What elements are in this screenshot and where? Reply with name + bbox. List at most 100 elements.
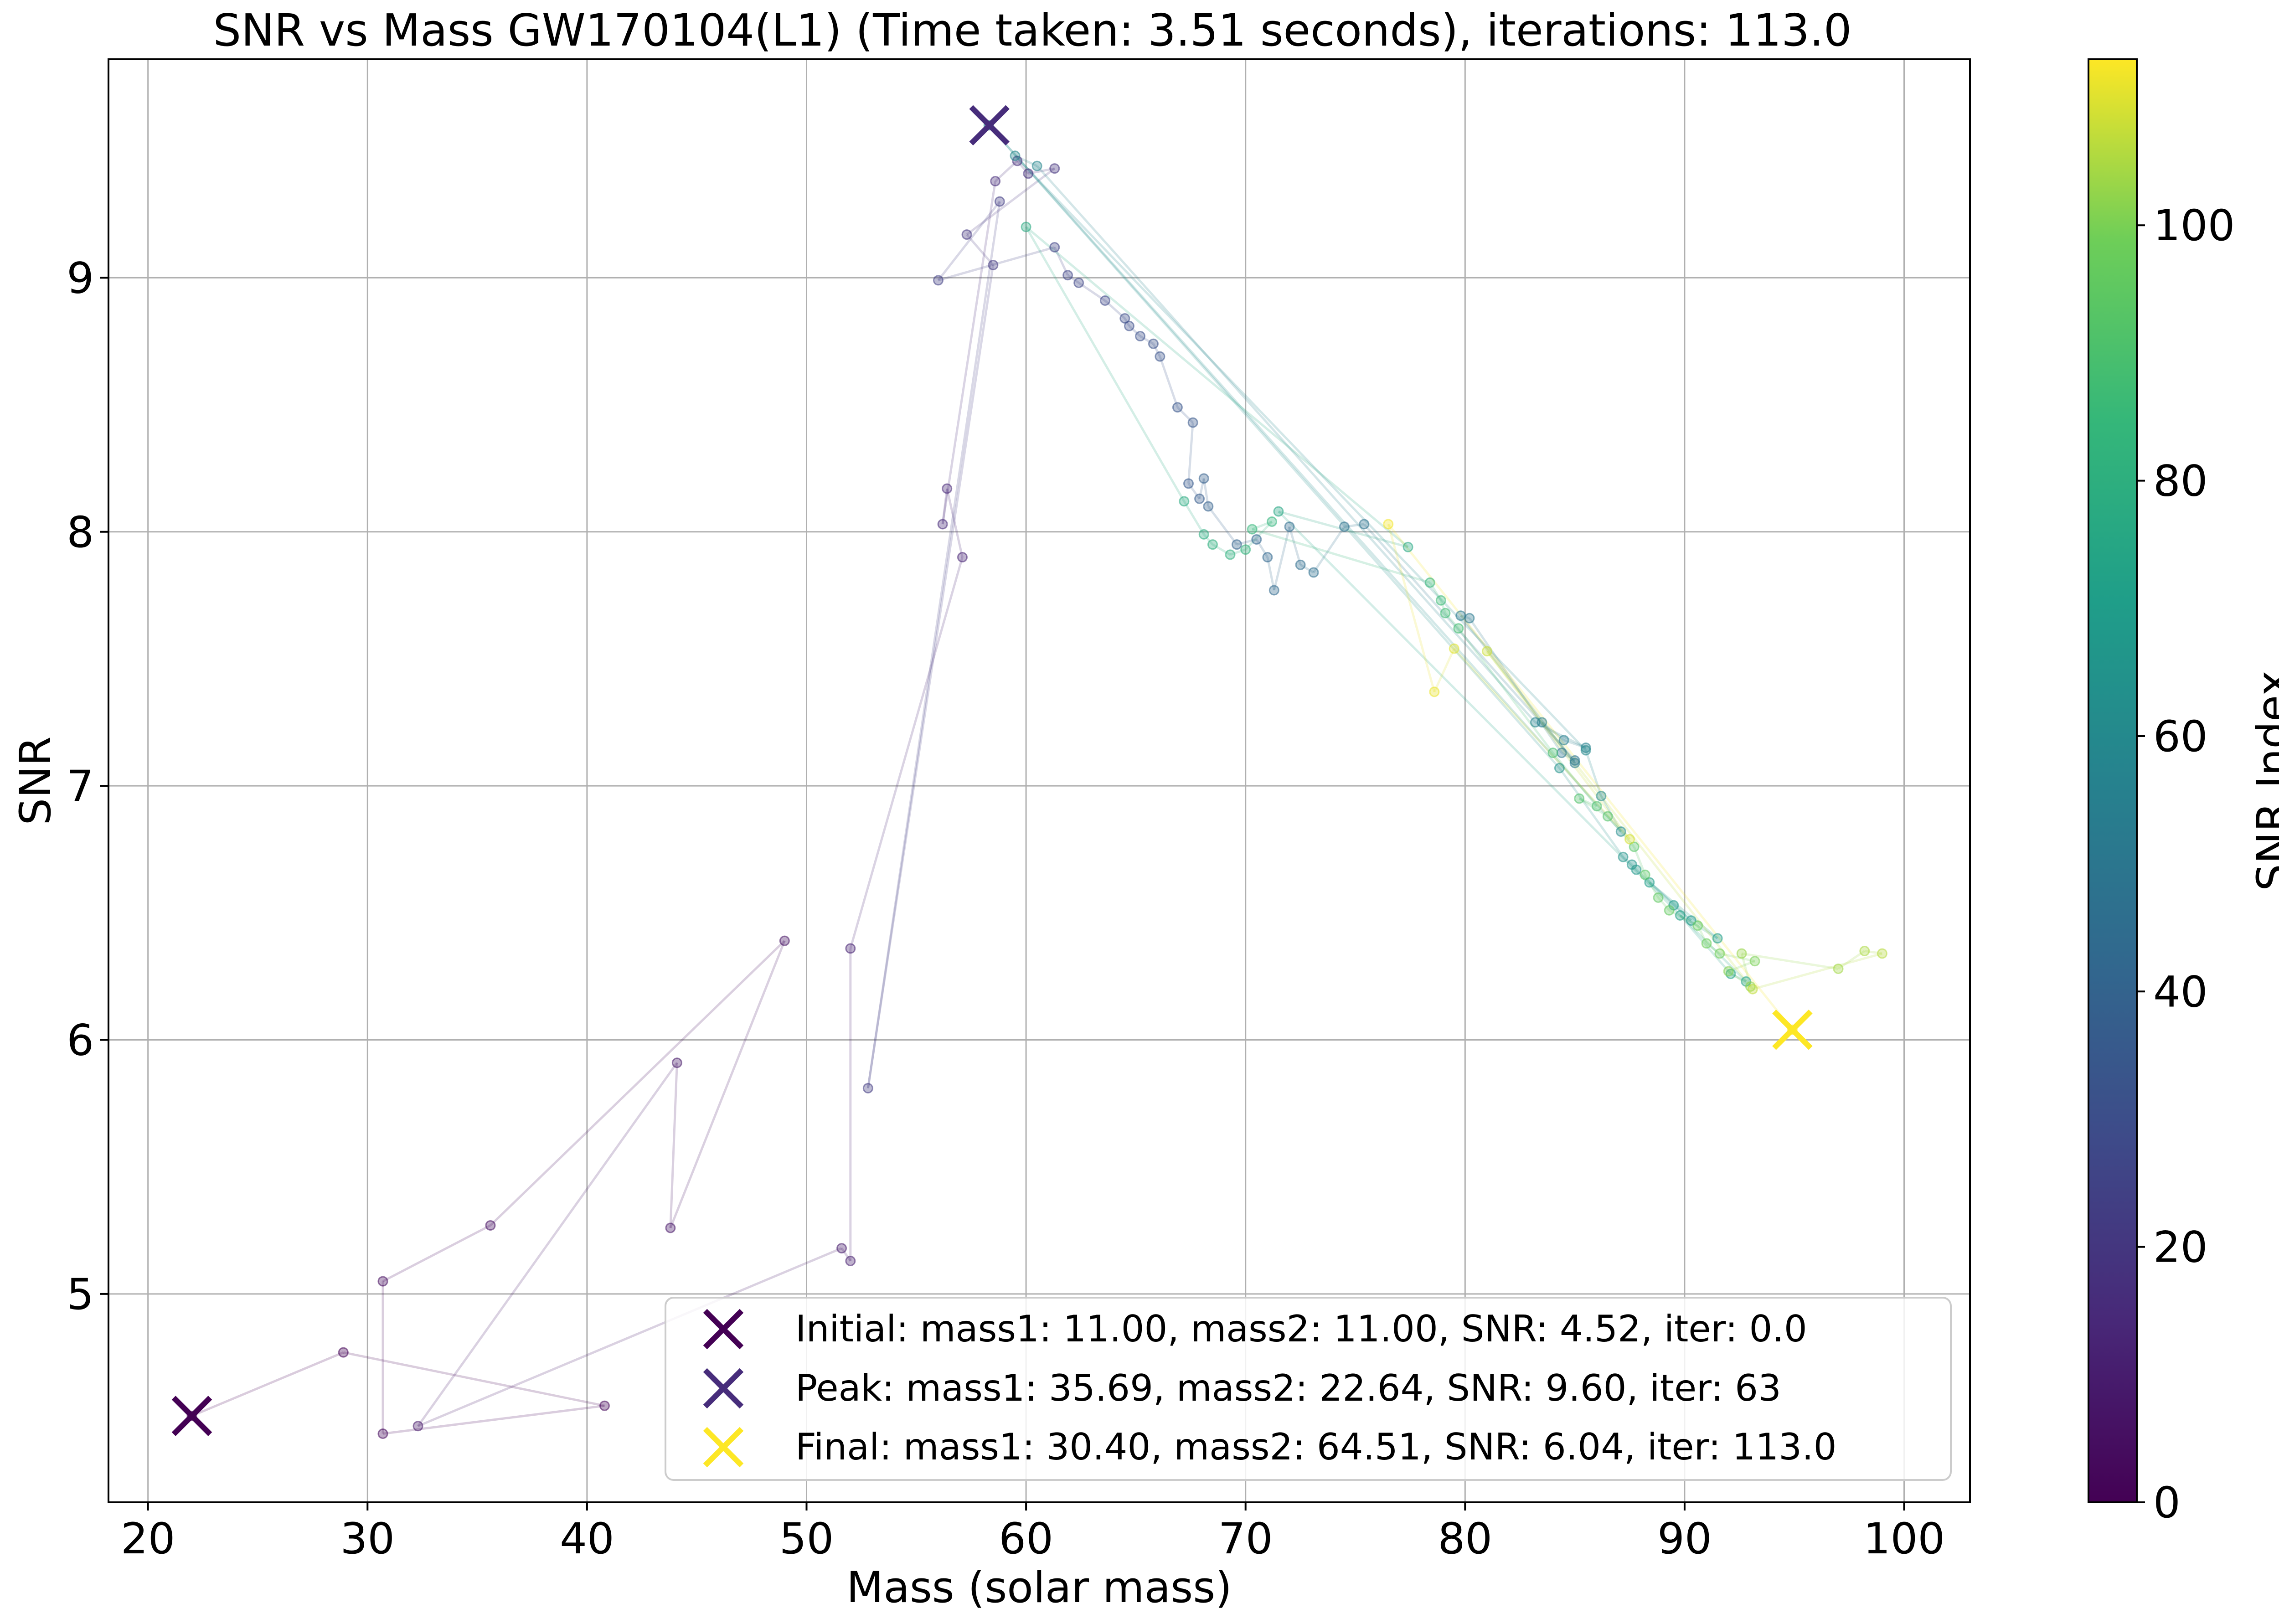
x-tick-label: 50 [779,1514,834,1564]
search-point [413,1422,423,1431]
path-segment [490,941,784,1225]
initial-marker [174,1397,210,1434]
legend-entry-final: Final: mass1: 30.40, mass2: 64.51, SNR: … [795,1426,1837,1468]
colorbar-ticks: 020406080100 [2137,201,2235,1528]
y-tick-label: 5 [67,1270,94,1320]
path-segment [1487,651,1629,839]
search-point [1032,161,1042,170]
search-point [1199,474,1208,483]
y-tick-label: 8 [67,508,94,557]
path-segment [851,557,963,948]
search-point [991,177,1000,186]
search-point [1268,517,1277,526]
search-point [1555,763,1564,773]
search-point [1063,271,1072,280]
search-point [1441,608,1450,618]
search-point [1482,647,1491,656]
search-point [1285,522,1294,531]
x-tick-label: 100 [1863,1514,1945,1564]
search-point [1204,502,1213,511]
peak-marker [971,107,1008,144]
search-point [1188,418,1197,427]
x-tick-label: 90 [1657,1514,1712,1564]
search-point [1603,812,1612,821]
search-point [1625,835,1634,844]
search-point [600,1401,609,1410]
search-point [1454,624,1463,633]
search-point [1184,479,1193,488]
search-point [1715,949,1724,958]
search-point [1274,507,1283,516]
colorbar: 0 20 40 60 80 100 SNR Index [2088,59,2279,1528]
path-segment [1454,649,1629,839]
search-point [1024,169,1033,178]
x-tick-label: 60 [999,1514,1053,1564]
search-point [943,484,952,493]
search-point [1737,949,1746,958]
search-point [989,260,998,269]
path-segment [1459,629,1553,753]
search-point [1309,568,1318,577]
search-point [1149,339,1158,348]
search-point [378,1429,387,1438]
search-point [1195,494,1204,503]
search-point [1456,611,1465,620]
search-point [1173,403,1182,412]
search-point [486,1221,495,1230]
search-point [1724,967,1733,976]
search-point [1557,748,1566,758]
search-point [1713,934,1722,943]
search-point [1296,560,1305,569]
search-point [1100,296,1109,305]
search-point [1619,852,1628,861]
search-point [846,1256,855,1265]
chart-title: SNR vs Mass GW170104(L1) (Time taken: 3.… [213,5,1851,56]
search-point [1241,545,1250,554]
search-point [1877,949,1887,958]
search-point [933,276,943,285]
search-point [1693,921,1702,930]
search-point [1436,596,1445,605]
path-segment [1015,156,1586,750]
search-point [1860,946,1869,955]
path-segment [1279,511,1746,981]
x-tick-label: 80 [1438,1514,1492,1564]
path-segment [1188,423,1193,484]
search-point [1340,522,1349,531]
colorbar-gradient [2088,59,2137,1502]
path-segment [192,1352,343,1416]
search-point [1676,911,1685,920]
search-point [1199,530,1208,539]
path-segment [868,201,1000,1088]
search-point [1155,352,1165,361]
search-point [1021,222,1031,232]
y-axis-ticks: 5 6 7 8 9 [67,253,108,1320]
search-point [1665,906,1674,915]
search-point [1011,151,1020,160]
search-point [1252,535,1261,544]
y-tick-label: 9 [67,253,94,303]
legend-entry-peak: Peak: mass1: 35.69, mass2: 22.64, SNR: 9… [795,1367,1781,1409]
search-point [1360,520,1369,529]
x-axis-title: Mass (solar mass) [846,1563,1232,1613]
x-tick-label: 40 [560,1514,614,1564]
search-point [1232,540,1241,549]
search-point [1834,964,1843,973]
search-point [1384,520,1393,529]
search-points [187,121,1887,1438]
search-point [1269,586,1279,595]
search-point [837,1244,846,1253]
search-point [780,936,789,945]
search-point [1208,540,1217,549]
path-segment [1208,506,1237,545]
search-point [1654,893,1663,902]
search-point [1050,164,1059,173]
x-tick-label: 70 [1218,1514,1273,1564]
y-tick-label: 7 [67,762,94,811]
x-tick-label: 20 [121,1514,175,1564]
path-segment [1160,356,1178,407]
search-point [1616,827,1625,836]
search-point [1226,550,1235,559]
search-point [1559,736,1568,745]
